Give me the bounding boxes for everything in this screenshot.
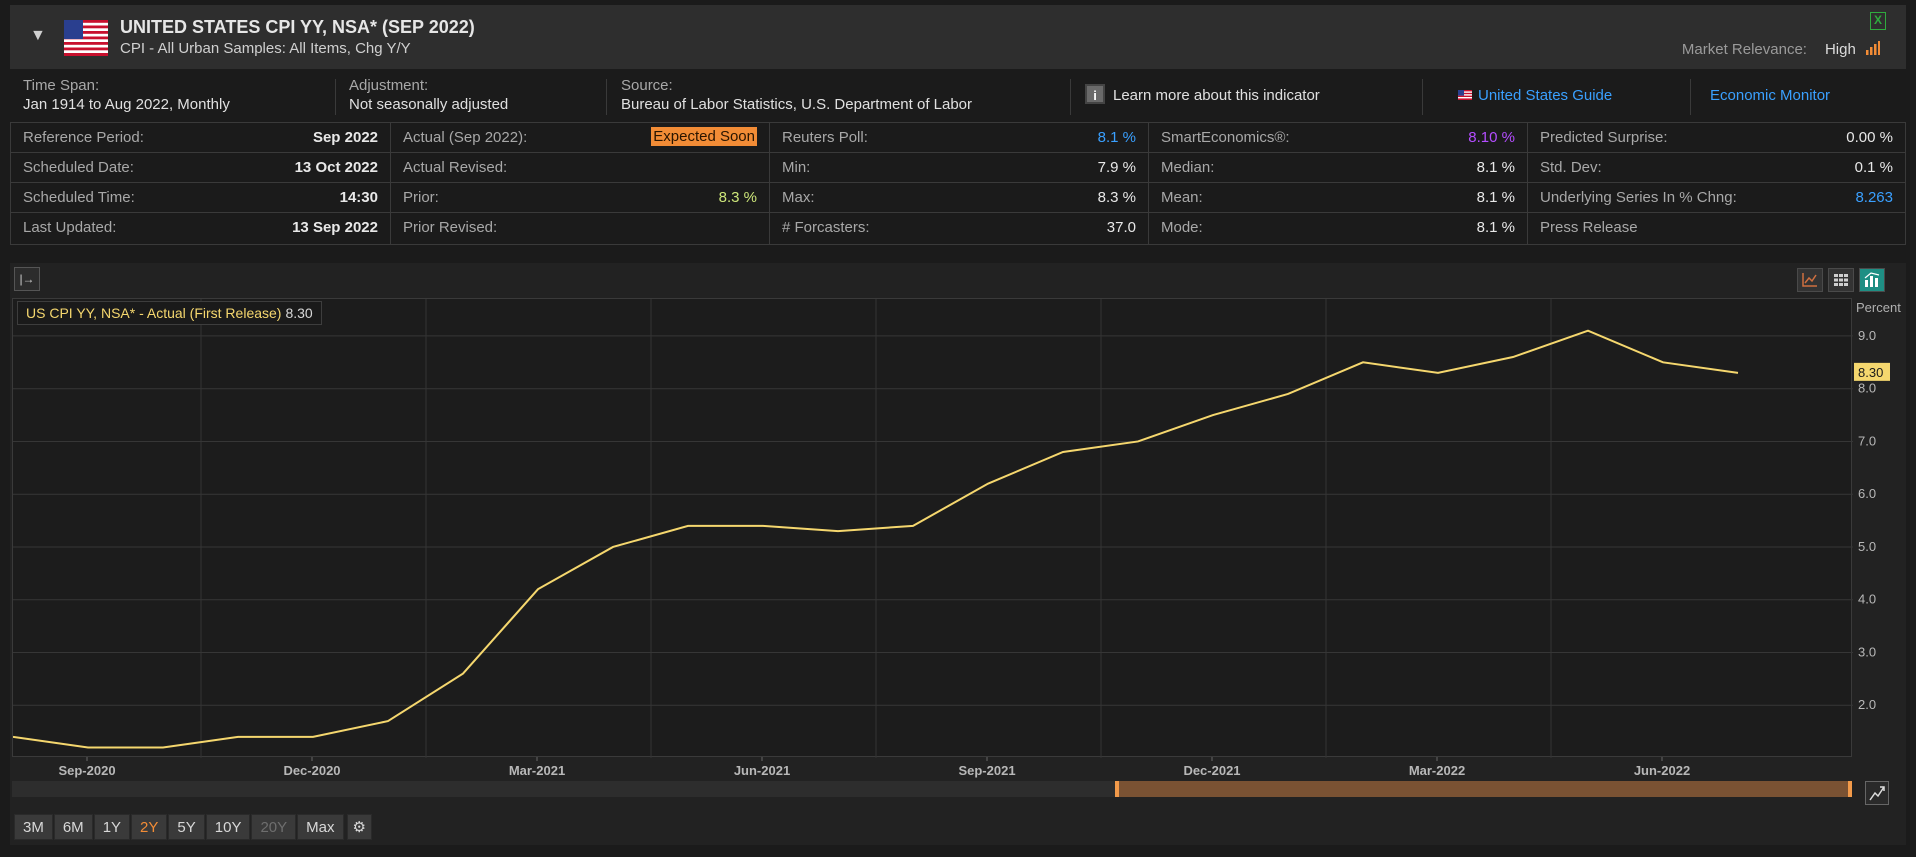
stats-col-schedule: Reference Period: Sep 2022 Scheduled Date… [11,123,391,244]
range-button-1y[interactable]: 1Y [93,814,131,840]
source: Source: Bureau of Labor Statistics, U.S.… [621,77,973,113]
country-guide-link[interactable]: United States Guide [1458,87,1612,104]
stat-row: Scheduled Time: 14:30 [11,183,390,213]
info-icon: i [1085,84,1105,104]
stat-row: Press Release [1528,213,1905,243]
chart-panel: |→ US CPI YY, NSA* - Actual (First Relea… [10,263,1906,845]
learn-more-link[interactable]: i Learn more about this indicator [1085,84,1320,104]
table-view-icon[interactable] [1828,268,1854,292]
stat-row: Scheduled Date: 13 Oct 2022 [11,153,390,183]
y-tick-label: 7.0 [1858,433,1876,448]
stat-row: Max: 8.3 % [770,183,1148,213]
range-button-2y[interactable]: 2Y [131,814,168,840]
x-tick-label: Mar-2022 [1409,763,1465,778]
chart-plot-area[interactable]: US CPI YY, NSA* - Actual (First Release)… [12,298,1853,758]
chart-legend: US CPI YY, NSA* - Actual (First Release)… [17,301,322,325]
stat-row: Mean: 8.1 % [1149,183,1527,213]
chart-view-icon[interactable] [1859,268,1885,292]
stat-row: SmartEconomics®: 8.10 % [1149,123,1527,153]
us-flag-icon [64,20,108,56]
y-axis-title: Percent [1856,300,1901,315]
expected-soon-badge: Expected Soon [651,127,757,146]
stat-row: Actual (Sep 2022): Expected Soon [391,123,769,153]
stat-row: Prior Revised: [403,219,498,236]
stats-col-surprise: Predicted Surprise: 0.00 % Std. Dev: 0.1 %… [1528,123,1905,244]
y-tick-label: 6.0 [1858,486,1876,501]
range-buttons: 3M 6M 1Y 2Y 5Y 10Y 20Y Max ⚙ [14,814,372,840]
collapse-toggle-icon[interactable]: ▼ [30,27,46,44]
stats-grid: Reference Period: Sep 2022 Scheduled Date… [10,122,1906,245]
indicator-header: ▼ UNITED STATES CPI YY, NSA* (SEP 2022) … [10,5,1906,69]
x-tick-label: Dec-2021 [1183,763,1240,778]
range-navigator[interactable] [12,781,1852,797]
y-tick-label: 3.0 [1858,644,1876,659]
stat-row: # Forcasters: 37.0 [782,219,1136,236]
signal-bars-icon [1866,41,1880,55]
stat-row: Prior: 8.3 % [391,183,769,213]
y-tick-label: 4.0 [1858,592,1876,607]
y-tick-label: 5.0 [1858,539,1876,554]
last-value-label: 8.30 [1858,365,1883,380]
reset-zoom-icon[interactable] [1865,781,1889,805]
x-tick-label: Sep-2020 [58,763,115,778]
stat-row: Underlying Series In % Chng: 8.263 [1528,183,1905,213]
stat-row: Actual Revised: [391,153,769,183]
x-tick-label: Jun-2021 [734,763,790,778]
range-button-20y: 20Y [251,814,297,840]
stat-row: Mode: 8.1 % [1161,219,1515,236]
x-tick-label: Dec-2020 [283,763,340,778]
page-subtitle: CPI - All Urban Samples: All Items, Chg … [120,40,411,57]
market-relevance: Market Relevance: High [1682,41,1880,58]
range-button-5y[interactable]: 5Y [168,814,205,840]
stat-row: Min: 7.9 % [770,153,1148,183]
excel-export-icon[interactable]: X [1870,12,1886,30]
y-tick-label: 9.0 [1858,328,1876,343]
stats-col-smart: SmartEconomics®: 8.10 % Median: 8.1 % Mean… [1149,123,1528,244]
page-title: UNITED STATES CPI YY, NSA* (SEP 2022) [120,17,475,37]
x-tick-label: Sep-2021 [958,763,1015,778]
stat-row: Median: 8.1 % [1149,153,1527,183]
range-button-6m[interactable]: 6M [53,814,93,840]
adjustment: Adjustment: Not seasonally adjusted [349,77,509,113]
range-button-3m[interactable]: 3M [14,814,53,840]
settings-gear-icon[interactable]: ⚙ [346,814,372,840]
us-flag-icon [1458,90,1472,100]
stat-row: Reuters Poll: 8.1 % [770,123,1148,153]
x-tick-label: Jun-2022 [1634,763,1690,778]
stat-row: Reference Period: Sep 2022 [11,123,390,153]
relevance-value: High [1824,41,1856,58]
y-tick-label: 2.0 [1858,697,1876,712]
indicator-info-row: Time Span: Jan 1914 to Aug 2022, Monthly… [10,73,1906,121]
range-button-max[interactable]: Max [297,814,344,840]
press-release-link[interactable]: Press Release [1540,219,1638,236]
stat-row: Predicted Surprise: 0.00 % [1528,123,1905,153]
navigator-selection[interactable] [1115,781,1852,797]
series-line [12,329,1739,749]
chart-type-icon[interactable] [1797,268,1823,292]
timespan: Time Span: Jan 1914 to Aug 2022, Monthly [23,77,230,113]
stat-row: Last Updated: 13 Sep 2022 [23,219,378,236]
x-tick-label: Mar-2021 [509,763,565,778]
x-axis: Sep-2020 Dec-2020 Mar-2021 Jun-2021 Sep-2021… [58,757,1690,778]
expand-panel-icon[interactable]: |→ [14,267,40,291]
last-value-marker [1854,362,1890,381]
y-tick-label: 8.0 [1858,381,1876,396]
y-axis: 2.0 3.0 4.0 5.0 6.0 7.0 8.0 9.0 8.30 [1854,328,1890,712]
range-button-10y[interactable]: 10Y [205,814,251,840]
cpi-line-chart [12,299,1853,758]
economic-monitor-link[interactable]: Economic Monitor [1710,87,1831,104]
stats-col-actual: Actual (Sep 2022): Expected Soon Actual R… [391,123,770,244]
stats-col-poll: Reuters Poll: 8.1 % Min: 7.9 % Max: 8.3 % #… [770,123,1149,244]
stat-row: Std. Dev: 0.1 % [1528,153,1905,183]
